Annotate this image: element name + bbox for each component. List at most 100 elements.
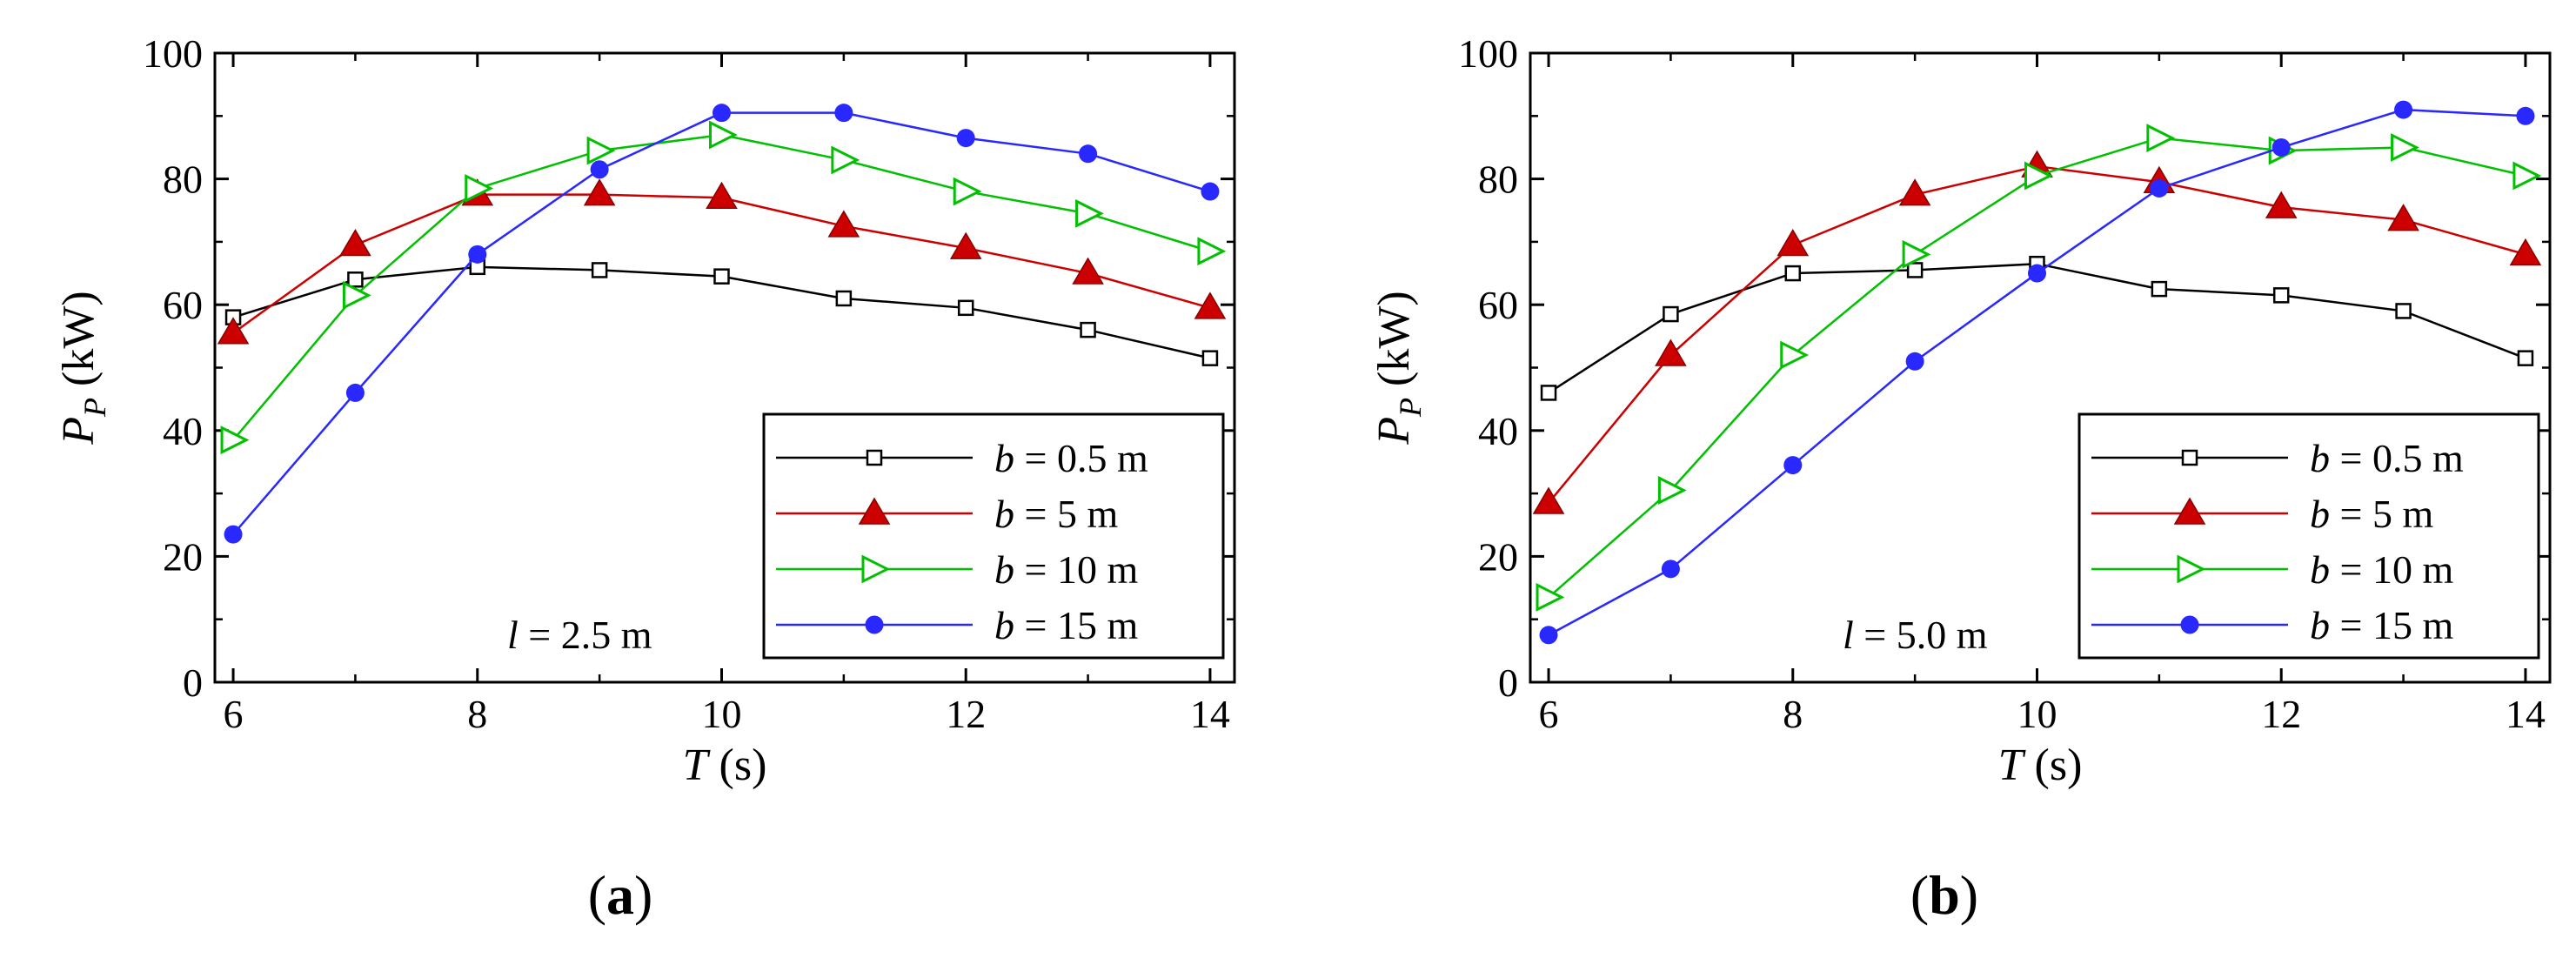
data-point — [949, 231, 982, 259]
legend-marker — [861, 554, 891, 584]
legend-marker — [2177, 554, 2206, 584]
data-point — [339, 229, 371, 257]
data-point — [2265, 191, 2298, 218]
legend-item: b = 0.5 m — [2091, 436, 2464, 480]
data-point — [713, 268, 730, 285]
data-point — [1080, 321, 1096, 338]
annotation-l: l = 2.5 m — [507, 613, 652, 657]
series-2 — [217, 178, 1227, 345]
data-point — [1075, 198, 1104, 228]
data-point — [1898, 178, 1931, 206]
y-tick-label: 100 — [1458, 31, 1518, 76]
legend-label: b = 0.5 m — [994, 436, 1148, 480]
series-3 — [1536, 124, 2542, 612]
data-point — [2394, 100, 2413, 119]
data-point — [1776, 229, 1810, 257]
series-4 — [224, 104, 1220, 544]
legend-label: b = 10 m — [994, 547, 1138, 592]
data-point — [468, 245, 487, 264]
y-tick-label: 60 — [163, 283, 203, 327]
x-tick-label: 14 — [2506, 692, 2546, 736]
data-point — [1906, 262, 1924, 278]
data-point — [957, 299, 974, 317]
x-tick-label: 6 — [224, 692, 244, 736]
panel-label: (a) — [588, 864, 653, 926]
x-tick-label: 12 — [946, 692, 986, 736]
y-axis-title: PP (kW) — [1369, 291, 1428, 445]
legend-item: b = 5 m — [776, 492, 1118, 536]
x-tick-label: 10 — [2017, 692, 2057, 736]
legend-marker — [2180, 615, 2199, 634]
x-tick-label: 6 — [1539, 692, 1559, 736]
data-point — [1783, 456, 1803, 475]
chart-panel-b: 6 8 10 12 14 0 20 40 60 80 100 T (s) PP (kW) b = 0.5 … — [1369, 31, 2552, 926]
data-point — [2151, 280, 2168, 298]
legend-label: b = 15 m — [994, 603, 1138, 647]
legend-box — [762, 412, 1225, 660]
data-point — [586, 136, 616, 165]
data-point — [2146, 124, 2176, 153]
data-point — [2150, 178, 2169, 198]
data-point — [834, 104, 853, 123]
x-tick-label: 12 — [2261, 692, 2301, 736]
data-point — [956, 129, 975, 148]
data-point — [1072, 257, 1104, 285]
data-point — [2272, 137, 2291, 157]
data-point — [591, 262, 608, 278]
legend-marker — [858, 497, 891, 525]
data-point — [1657, 476, 1687, 505]
legend: b = 0.5 m b = 5 m b = 10 m b = 15 m — [2078, 412, 2540, 660]
x-tick-label: 8 — [1783, 692, 1803, 736]
y-tick-label: 0 — [183, 660, 203, 705]
data-point — [465, 174, 494, 203]
x-tick-label: 8 — [467, 692, 487, 736]
y-tick-label: 80 — [163, 157, 203, 202]
legend-box — [2078, 412, 2540, 660]
series-4 — [1539, 100, 2535, 645]
data-point — [831, 145, 860, 175]
y-tick-label: 0 — [1498, 660, 1518, 705]
data-point — [220, 426, 250, 455]
panel-label: (b) — [1910, 864, 1978, 926]
data-point — [1079, 144, 1098, 164]
data-point — [706, 181, 738, 210]
legend-label: b = 10 m — [2310, 547, 2453, 592]
data-point — [827, 210, 860, 238]
legend-marker — [2181, 449, 2198, 466]
data-point — [1784, 265, 1802, 282]
series-line — [232, 133, 1211, 441]
data-point — [345, 383, 365, 402]
legend-item: b = 15 m — [2091, 603, 2453, 647]
series-1 — [1540, 255, 2534, 401]
data-point — [1661, 560, 1680, 579]
data-point — [1532, 486, 1565, 514]
data-point — [1780, 340, 1810, 370]
y-tick-label: 40 — [1478, 409, 1518, 453]
legend-label: b = 15 m — [2310, 603, 2453, 647]
legend-item: b = 0.5 m — [776, 436, 1148, 480]
legend-item: b = 10 m — [776, 547, 1138, 592]
series-line — [1548, 262, 2526, 394]
legend-item: b = 15 m — [776, 603, 1138, 647]
data-point — [1201, 182, 1220, 201]
data-point — [1197, 237, 1227, 266]
data-point — [224, 525, 243, 544]
legend-item: b = 5 m — [2091, 492, 2433, 536]
data-point — [953, 177, 982, 206]
x-tick-label: 14 — [1190, 692, 1230, 736]
legend-marker — [866, 449, 883, 466]
y-tick-label: 20 — [1478, 534, 1518, 579]
legend: b = 0.5 m b = 5 m b = 10 m b = 15 m — [762, 412, 1225, 660]
data-point — [2391, 133, 2419, 162]
data-point — [1663, 305, 1679, 323]
data-point — [217, 317, 250, 345]
data-point — [1536, 582, 1565, 612]
data-point — [2512, 161, 2542, 191]
data-point — [1539, 626, 1558, 645]
annotation-l: l = 5.0 m — [1843, 613, 1988, 657]
series-line — [232, 193, 1211, 334]
data-point — [1655, 338, 1687, 366]
y-axis-title: PP (kW) — [54, 291, 112, 445]
x-axis-title: T (s) — [1998, 741, 2083, 790]
